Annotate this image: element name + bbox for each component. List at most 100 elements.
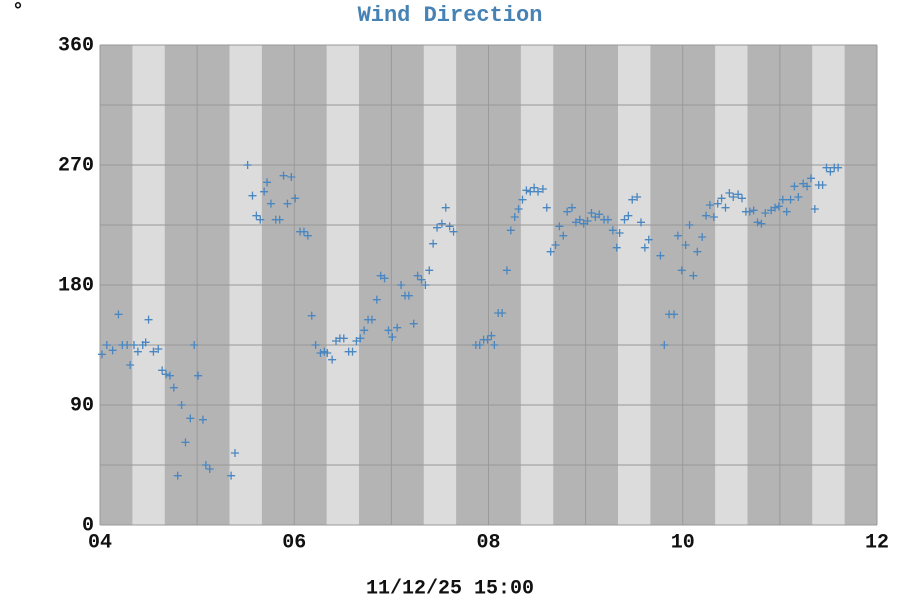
data-point <box>514 205 523 213</box>
data-point <box>681 241 690 249</box>
data-point <box>670 310 679 319</box>
data-point <box>603 215 612 224</box>
data-point <box>705 201 714 209</box>
data-point <box>729 193 738 201</box>
data-point <box>445 222 454 231</box>
data-point <box>595 210 604 219</box>
data-point <box>177 401 186 409</box>
data-point <box>782 207 791 216</box>
data-point <box>413 271 422 280</box>
data-point <box>279 171 288 180</box>
unit-symbol: ° <box>12 0 24 23</box>
data-point <box>794 193 803 201</box>
data-point <box>546 247 555 256</box>
data-point <box>437 219 446 228</box>
data-point <box>753 218 762 227</box>
data-point <box>429 239 438 248</box>
data-point <box>291 194 300 203</box>
y-tick-label: 360 <box>58 34 94 57</box>
data-point <box>620 215 629 224</box>
data-point <box>563 207 572 216</box>
data-point <box>612 243 621 252</box>
data-point <box>677 266 686 275</box>
data-point <box>698 233 707 241</box>
data-point <box>201 461 210 469</box>
data-point <box>615 229 624 237</box>
data-point <box>624 211 633 220</box>
data-point <box>693 247 702 256</box>
data-point <box>263 178 272 187</box>
data-point <box>367 315 376 324</box>
data-point <box>417 275 426 284</box>
y-tick-label: 180 <box>58 274 94 297</box>
data-point <box>266 199 275 208</box>
x-tick-label: 08 <box>476 531 500 554</box>
data-point <box>530 183 539 192</box>
data-point <box>757 219 766 228</box>
data-point <box>433 223 442 232</box>
x-tick-label: 10 <box>671 531 695 554</box>
data-point <box>818 181 827 189</box>
data-point <box>702 211 711 220</box>
chart-title: Wind Direction <box>358 3 543 28</box>
data-point <box>534 187 543 196</box>
data-point <box>490 341 499 349</box>
data-point <box>713 199 722 208</box>
data-point <box>303 231 312 240</box>
data-point <box>803 182 812 191</box>
data-point <box>721 203 730 212</box>
data-point <box>774 202 783 211</box>
data-point <box>311 341 320 349</box>
data-point <box>771 203 780 212</box>
data-point <box>133 347 142 356</box>
data-point <box>644 235 653 244</box>
data-point <box>559 231 568 240</box>
data-point <box>822 163 831 172</box>
data-point <box>749 206 758 215</box>
x-tick-label: 06 <box>282 531 306 554</box>
data-point <box>205 465 214 473</box>
data-point <box>790 182 799 191</box>
data-point <box>673 231 682 240</box>
data-point <box>575 215 584 224</box>
data-point <box>397 281 406 289</box>
data-point <box>114 310 123 319</box>
data-point <box>725 189 734 197</box>
data-point <box>231 449 240 457</box>
data-point <box>144 315 153 324</box>
data-point <box>149 347 158 356</box>
data-point <box>498 309 507 317</box>
data-point <box>538 185 547 193</box>
y-tick-label: 270 <box>58 154 94 177</box>
data-point <box>518 195 527 204</box>
data-point <box>190 341 199 349</box>
data-point <box>441 203 450 212</box>
data-point <box>126 361 135 369</box>
data-point <box>551 241 560 249</box>
data-point <box>660 341 669 349</box>
data-point <box>761 209 770 217</box>
data-point <box>356 334 365 343</box>
data-point <box>283 199 292 208</box>
data-point <box>709 213 718 221</box>
data-point <box>181 438 190 447</box>
data-point <box>689 271 698 280</box>
data-point <box>583 217 592 225</box>
data-point <box>299 227 308 236</box>
data-point <box>826 167 835 176</box>
data-point <box>384 326 393 335</box>
data-point <box>834 163 843 172</box>
data-point <box>522 186 531 195</box>
data-point <box>186 414 195 423</box>
data-point <box>108 346 117 355</box>
data-point <box>256 215 265 224</box>
data-point <box>129 341 138 349</box>
x-axis-label: 11/12/25 15:00 <box>366 577 534 600</box>
data-point <box>348 347 357 356</box>
data-point <box>123 341 132 349</box>
data-point <box>449 227 458 236</box>
data-point <box>323 349 332 357</box>
data-point <box>475 341 484 349</box>
data-point <box>745 207 754 216</box>
